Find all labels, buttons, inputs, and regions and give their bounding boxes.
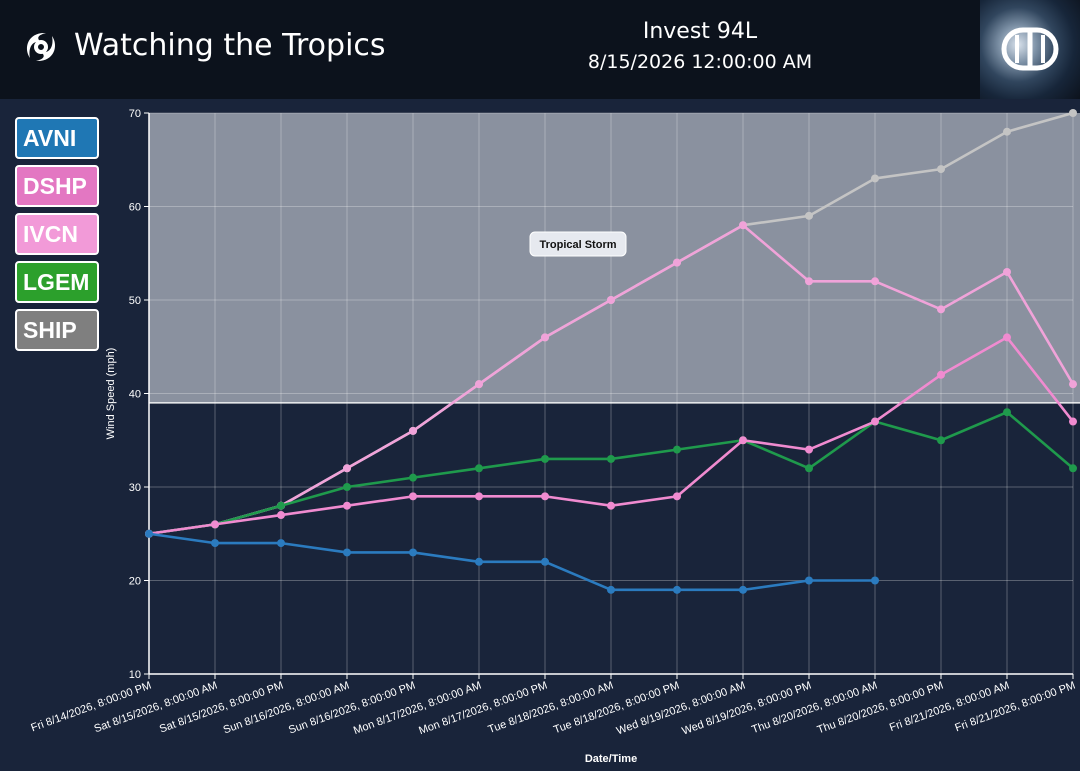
data-point-avni [145, 529, 153, 538]
series-line-avni [148, 532, 875, 592]
y-tick-label: 30 [129, 482, 141, 494]
data-point-ivcn [937, 370, 945, 379]
legend-button-ivcn[interactable]: IVCN [15, 213, 99, 255]
data-point-avni [277, 539, 285, 548]
y-tick-label: 40 [129, 389, 141, 401]
data-point-dshp [607, 296, 615, 304]
x-tick-label: Fri 8/14/2026, 8:00:00 PM [29, 680, 153, 735]
x-tick-label: Sat 8/15/2026, 8:00:00 AM [93, 680, 220, 736]
data-point-dshp [937, 305, 945, 314]
data-point-avni [211, 539, 219, 548]
x-tick-label: Fri 8/21/2026, 8:00:00 AM [888, 680, 1011, 735]
zone-label: Tropical Storm [529, 231, 627, 257]
data-point-avni [541, 557, 549, 566]
x-tick-label: Sun 8/16/2026, 8:00:00 AM [222, 680, 351, 737]
data-point-lgem [607, 454, 615, 463]
data-point-lgem [805, 464, 813, 473]
data-point-avni [673, 585, 681, 594]
x-tick-label: Thu 8/20/2026, 8:00:00 AM [750, 680, 879, 737]
data-point-lgem [673, 445, 681, 454]
y-axis-title: Wind Speed (mph) [105, 348, 117, 440]
data-point-ship [1003, 127, 1011, 136]
legend-button-avni[interactable]: AVNI [15, 117, 99, 159]
x-tick-label: Fri 8/21/2026, 8:00:00 PM [953, 680, 1077, 735]
data-point-lgem [277, 501, 285, 510]
storm-datetime: 8/15/2026 12:00:00 AM [587, 51, 813, 73]
y-tick-label: 70 [129, 108, 141, 120]
legend-button-lgem[interactable]: LGEM [15, 261, 99, 303]
legend-button-ship[interactable]: SHIP [15, 309, 99, 351]
hurricane-icon [26, 32, 56, 62]
data-point-ship [1069, 109, 1077, 117]
data-point-dshp [541, 333, 549, 342]
data-point-avni [871, 576, 879, 585]
data-point-ivcn [673, 492, 681, 501]
data-point-ivcn [805, 445, 813, 454]
data-point-lgem [541, 454, 549, 463]
legend-button-dshp[interactable]: DSHP [15, 165, 99, 207]
data-point-dshp [409, 426, 417, 435]
data-point-dshp [805, 277, 813, 286]
x-tick-label: Thu 8/20/2026, 8:00:00 PM [816, 680, 945, 737]
data-point-lgem [343, 483, 351, 491]
data-point-avni [805, 576, 813, 585]
x-axis-title: Date/Time [585, 753, 637, 765]
brand-logo [980, 0, 1080, 99]
zone-label-text: Tropical Storm [539, 239, 616, 251]
model-legend: AVNI DSHP IVCN LGEM SHIP [15, 117, 99, 357]
data-point-ivcn [277, 511, 285, 520]
data-point-dshp [343, 464, 351, 473]
data-point-lgem [937, 436, 945, 445]
data-point-dshp [1069, 380, 1077, 389]
y-tick-label: 60 [129, 202, 141, 214]
data-point-dshp [673, 258, 681, 267]
data-point-avni [739, 585, 747, 594]
data-point-lgem [409, 473, 417, 482]
data-point-avni [343, 548, 351, 557]
zone-band [149, 113, 1080, 403]
data-point-avni [475, 557, 483, 566]
data-point-avni [409, 548, 417, 557]
app-title: Watching the Tropics [74, 28, 386, 63]
storm-name: Invest 94L [642, 19, 758, 44]
x-tick-label: Tue 8/18/2026, 8:00:00 AM [487, 680, 615, 737]
data-point-dshp [475, 380, 483, 389]
data-point-ivcn [343, 501, 351, 510]
data-point-ivcn [871, 417, 879, 426]
data-point-lgem [475, 464, 483, 473]
data-point-dshp [739, 221, 747, 230]
zone-label-box [529, 231, 627, 257]
y-tick-label: 20 [129, 576, 141, 588]
data-point-ivcn [409, 492, 417, 501]
data-point-avni [607, 585, 615, 594]
y-tick-label: 50 [129, 295, 141, 307]
data-point-lgem [1069, 464, 1077, 473]
data-point-dshp [871, 277, 879, 286]
data-point-ship [805, 211, 813, 220]
data-point-ivcn [607, 501, 615, 510]
data-point-ivcn [475, 492, 483, 501]
data-point-ivcn [1069, 417, 1077, 426]
y-tick-label: 10 [129, 669, 141, 681]
data-point-ivcn [541, 492, 549, 501]
header-bar: Watching the Tropics Invest 94L 8/15/202… [0, 0, 1080, 99]
data-point-ivcn [211, 520, 219, 529]
data-point-ship [937, 165, 945, 174]
data-point-lgem [1003, 408, 1011, 417]
data-point-ivcn [1003, 333, 1011, 342]
data-point-ship [871, 174, 879, 183]
data-point-dshp [1003, 267, 1011, 276]
data-point-ivcn [739, 436, 747, 445]
